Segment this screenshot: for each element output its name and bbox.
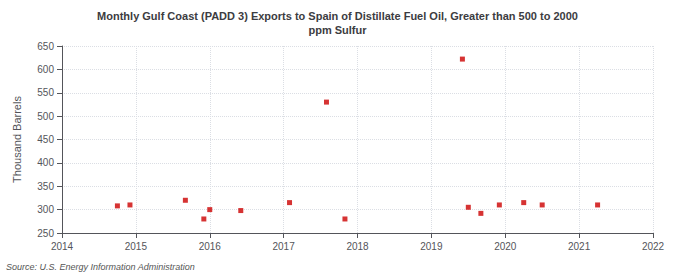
svg-text:300: 300 xyxy=(37,204,54,215)
svg-text:Thousand Barrels: Thousand Barrels xyxy=(11,96,23,183)
svg-text:2019: 2019 xyxy=(420,241,443,252)
svg-text:2022: 2022 xyxy=(642,241,665,252)
svg-text:650: 650 xyxy=(37,41,54,52)
svg-text:Source: U.S. Energy Informatio: Source: U.S. Energy Information Administ… xyxy=(6,262,195,272)
svg-text:2017: 2017 xyxy=(273,241,296,252)
svg-text:600: 600 xyxy=(37,64,54,75)
svg-text:450: 450 xyxy=(37,134,54,145)
svg-text:Monthly Gulf Coast (PADD 3) Ex: Monthly Gulf Coast (PADD 3) Exports to S… xyxy=(97,10,578,22)
svg-text:2016: 2016 xyxy=(199,241,222,252)
svg-text:2021: 2021 xyxy=(568,241,591,252)
svg-text:550: 550 xyxy=(37,87,54,98)
svg-text:500: 500 xyxy=(37,111,54,122)
svg-text:2018: 2018 xyxy=(346,241,369,252)
svg-text:350: 350 xyxy=(37,181,54,192)
svg-text:ppm Sulfur: ppm Sulfur xyxy=(308,24,367,36)
svg-text:250: 250 xyxy=(37,228,54,239)
svg-text:2020: 2020 xyxy=(494,241,517,252)
svg-text:2015: 2015 xyxy=(125,241,148,252)
svg-text:400: 400 xyxy=(37,157,54,168)
svg-text:2014: 2014 xyxy=(51,241,74,252)
